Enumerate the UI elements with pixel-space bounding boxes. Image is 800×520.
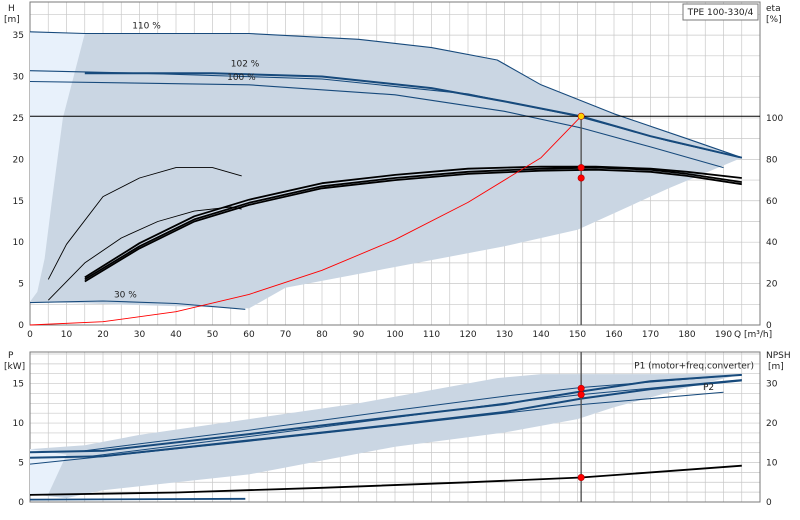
bottom-right-axis-unit: [m] [768, 362, 784, 372]
efficiency-curve [47, 206, 242, 301]
top-x-tick-label: 30 [134, 330, 146, 340]
curve-label-100: 100 % [227, 73, 256, 83]
curve-label-102: 102 % [231, 60, 260, 70]
power-curve [84, 374, 742, 452]
top-x-tick-label: 40 [170, 330, 182, 340]
top-left-tick-label: 10 [13, 238, 25, 248]
top-left-tick-label: 5 [18, 280, 24, 290]
efficiency-curve [84, 166, 742, 281]
bottom-op-point-npsh [577, 474, 585, 482]
efficiency-curve [47, 167, 242, 280]
system-curve [29, 115, 582, 326]
bottom-right-tick-label: 20 [766, 419, 778, 429]
bottom-op-point-p2 [577, 391, 585, 399]
top-right-axis-unit: [%] [766, 15, 782, 25]
top-min-speed-region [30, 31, 85, 302]
top-right-tick-label: 100 [766, 114, 783, 124]
efficiency-curve [84, 168, 742, 283]
power-curve [84, 379, 742, 458]
top-x-tick-label: 90 [353, 330, 365, 340]
top-right-axis-symbol: eta [766, 4, 781, 14]
top-chart-labels: H [m] eta [%] Q [m³/h] [4, 4, 782, 340]
top-op-point-eta-lower [577, 174, 585, 182]
top-x-tick-label: 190 [715, 330, 732, 340]
bottom-left-tick-label: 10 [13, 419, 25, 429]
top-x-axis-label: Q [m³/h] [734, 330, 772, 340]
top-left-axis-symbol: H [8, 4, 15, 14]
top-x-tick-label: 180 [678, 330, 695, 340]
bottom-right-tick-label: 10 [766, 459, 778, 469]
top-x-tick-label: 70 [280, 330, 292, 340]
top-x-tick-label: 50 [207, 330, 219, 340]
top-x-tick-label: 160 [605, 330, 622, 340]
top-left-tick-label: 0 [18, 321, 24, 331]
top-right-tick-label: 40 [766, 238, 778, 248]
top-x-tick-label: 10 [61, 330, 73, 340]
top-x-tick-label: 150 [569, 330, 586, 340]
low-power-curve [29, 497, 246, 501]
top-x-tick-label: 120 [459, 330, 476, 340]
top-op-point-head [577, 112, 585, 120]
bottom-min-speed-region [30, 449, 67, 495]
top-x-tick-label: 100 [386, 330, 403, 340]
top-left-tick-label: 20 [13, 155, 25, 165]
bottom-operating-range [30, 374, 742, 499]
bottom-frame [29, 351, 761, 503]
top-left-tick-label: 15 [13, 197, 24, 207]
bottom-chart-labels: P [kW] NPSH [m] [4, 351, 791, 372]
top-right-tick-label: 60 [766, 197, 778, 207]
bottom-left-tick-label: 15 [13, 380, 24, 390]
top-x-tick-label: 170 [642, 330, 659, 340]
top-x-tick-label: 0 [27, 330, 33, 340]
bottom-left-axis-symbol: P [8, 351, 14, 361]
top-left-tick-label: 35 [13, 31, 24, 41]
bottom-right-tick-label: 0 [766, 498, 772, 508]
model-badge [682, 3, 759, 21]
model-badge-text: TPE 100-330/4 [687, 8, 754, 18]
curve-label-p1: P1 (motor+freq.converter) [634, 362, 754, 372]
bottom-right-axis-symbol: NPSH [766, 351, 791, 361]
top-x-tick-label: 20 [97, 330, 109, 340]
bottom-op-point-p1 [577, 384, 585, 392]
top-right-tick-label: 80 [766, 155, 778, 165]
top-left-axis-unit: [m] [4, 15, 20, 25]
curve-label-30: 30 % [114, 291, 137, 301]
head-curve [29, 300, 246, 310]
bottom-left-axis-unit: [kW] [4, 362, 25, 372]
top-op-point-eta-upper [577, 164, 585, 172]
top-operating-range [30, 31, 742, 309]
head-curve [29, 70, 742, 159]
bottom-left-tick-label: 5 [18, 459, 24, 469]
top-right-tick-label: 20 [766, 280, 778, 290]
top-x-tick-label: 80 [316, 330, 328, 340]
curve-label-110: 110 % [132, 22, 161, 32]
head-curve [29, 31, 742, 159]
top-x-tick-label: 60 [243, 330, 255, 340]
top-right-tick-label: 0 [766, 321, 772, 331]
efficiency-curve [84, 165, 742, 279]
top-x-tick-label: 130 [496, 330, 513, 340]
top-left-tick-label: 30 [13, 73, 25, 83]
top-left-tick-label: 25 [13, 114, 24, 124]
top-x-tick-label: 110 [423, 330, 440, 340]
top-x-tick-label: 140 [532, 330, 549, 340]
bottom-right-tick-label: 30 [766, 380, 778, 390]
power-curve [29, 391, 724, 465]
curve-label-p2: P2 [703, 383, 714, 393]
npsh-curve [29, 464, 742, 496]
bottom-left-tick-label: 0 [18, 498, 24, 508]
head-curve [29, 80, 724, 169]
